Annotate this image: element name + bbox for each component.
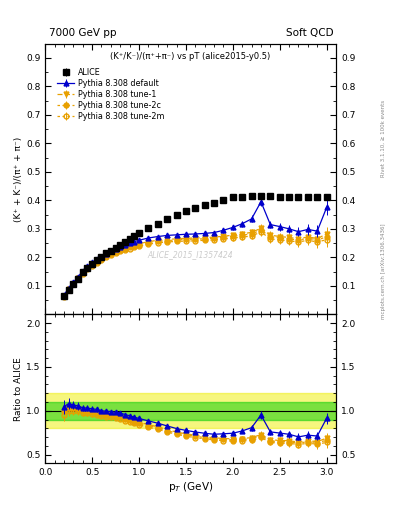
Bar <box>45 402 336 419</box>
Y-axis label: Ratio to ALICE: Ratio to ALICE <box>14 357 23 421</box>
Text: Soft QCD: Soft QCD <box>286 28 334 38</box>
Y-axis label: (K⁺ + K⁻)/(π⁺ + π⁻): (K⁺ + K⁻)/(π⁺ + π⁻) <box>14 136 23 222</box>
Legend: ALICE, Pythia 8.308 default, Pythia 8.308 tune-1, Pythia 8.308 tune-2c, Pythia 8: ALICE, Pythia 8.308 default, Pythia 8.30… <box>55 67 167 123</box>
Text: ALICE_2015_I1357424: ALICE_2015_I1357424 <box>148 250 233 259</box>
Text: Rivet 3.1.10, ≥ 100k events: Rivet 3.1.10, ≥ 100k events <box>381 100 386 177</box>
Bar <box>45 393 336 429</box>
Text: mcplots.cern.ch [arXiv:1306.3436]: mcplots.cern.ch [arXiv:1306.3436] <box>381 224 386 319</box>
X-axis label: p$_T$ (GeV): p$_T$ (GeV) <box>168 480 213 494</box>
Text: 7000 GeV pp: 7000 GeV pp <box>49 28 117 38</box>
Text: (K⁺/K⁻)/(π⁺+π⁻) vs pT (alice2015-y0.5): (K⁺/K⁻)/(π⁺+π⁻) vs pT (alice2015-y0.5) <box>110 52 271 60</box>
